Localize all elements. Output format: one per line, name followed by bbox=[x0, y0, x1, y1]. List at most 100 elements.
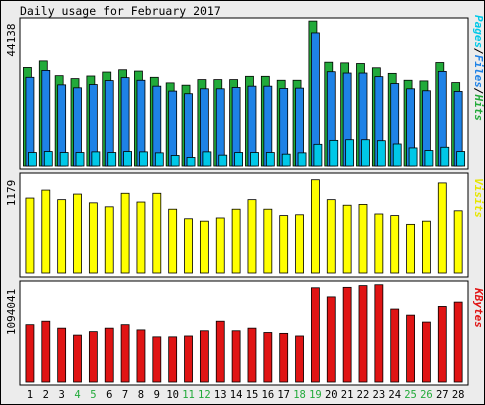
visits-panel-frame bbox=[19, 172, 469, 278]
pages-bar-day-22 bbox=[361, 139, 370, 167]
kbytes-bar-day-24 bbox=[390, 308, 400, 383]
day-label-13: 13 bbox=[214, 389, 227, 401]
kbytes-bar-day-15 bbox=[247, 327, 257, 383]
pages-bar-day-24 bbox=[392, 143, 402, 167]
visits-bar-day-15 bbox=[247, 199, 257, 274]
day-label-6: 6 bbox=[106, 389, 112, 401]
day-label-22: 22 bbox=[357, 389, 370, 401]
visits-bar-day-26 bbox=[422, 220, 431, 274]
kbytes-bar-day-21 bbox=[342, 286, 352, 383]
kbytes-axis-label: KBytes bbox=[472, 287, 485, 328]
visits-bar-day-13 bbox=[215, 217, 225, 274]
kbytes-bar-day-9 bbox=[152, 336, 162, 383]
visits-axis-label: Visits bbox=[472, 178, 485, 218]
kbytes-panel: 1094041 KBytes bbox=[5, 280, 485, 386]
usage-bars bbox=[23, 20, 466, 167]
day-label-21: 21 bbox=[341, 389, 354, 401]
visits-bar-day-4 bbox=[73, 193, 82, 274]
visits-bar-day-2 bbox=[41, 189, 51, 274]
visits-bars bbox=[25, 179, 463, 274]
usage-panel: 44138 Pages/Files/Hits bbox=[5, 15, 485, 170]
visits-bar-day-6 bbox=[104, 206, 114, 274]
day-label-11: 11 bbox=[182, 389, 195, 401]
usage-axis-label-part-4: Hits bbox=[472, 94, 485, 122]
pages-bar-day-10 bbox=[170, 155, 180, 167]
pages-bar-day-19 bbox=[313, 143, 323, 167]
pages-bar-day-3 bbox=[59, 152, 69, 167]
visits-bar-day-23 bbox=[374, 213, 384, 274]
usage-axis-label-part-0: Pages bbox=[472, 15, 485, 48]
usage-axis-label-part-1: / bbox=[472, 48, 485, 55]
kbytes-bar-day-16 bbox=[263, 332, 273, 383]
kbytes-bar-day-26 bbox=[422, 321, 431, 383]
kbytes-panel-frame bbox=[19, 280, 469, 386]
kbytes-bars bbox=[25, 284, 463, 383]
kbytes-bar-day-27 bbox=[437, 306, 447, 383]
kbytes-bar-day-4 bbox=[73, 334, 82, 383]
day-label-2: 2 bbox=[43, 389, 49, 401]
pages-bar-day-4 bbox=[75, 152, 85, 167]
kbytes-bar-day-2 bbox=[41, 320, 51, 383]
visits-bar-day-11 bbox=[184, 218, 193, 274]
chart-title: Daily usage for February 2017 bbox=[20, 4, 221, 18]
day-label-7: 7 bbox=[122, 389, 128, 401]
files-bar-day-13 bbox=[215, 88, 225, 167]
day-label-15: 15 bbox=[246, 389, 259, 401]
day-label-1: 1 bbox=[27, 389, 33, 401]
kbytes-bar-day-6 bbox=[104, 327, 114, 383]
pages-bar-day-17 bbox=[281, 153, 291, 167]
visits-bar-day-9 bbox=[152, 192, 162, 274]
visits-bar-day-20 bbox=[326, 199, 336, 274]
pages-bar-day-1 bbox=[28, 152, 37, 167]
pages-bar-day-16 bbox=[265, 152, 275, 167]
kbytes-bar-day-20 bbox=[326, 296, 336, 383]
day-label-16: 16 bbox=[262, 389, 275, 401]
day-label-23: 23 bbox=[373, 389, 386, 401]
pages-bar-day-23 bbox=[376, 140, 386, 167]
day-axis-labels: 1 2 3 4 5 6 7 8 9 10 11 12 13 14 15 16 17 18 19 20 21 22 23 24 2… bbox=[27, 389, 465, 401]
day-label-14: 14 bbox=[230, 389, 243, 401]
kbytes-bar-day-7 bbox=[120, 324, 130, 383]
day-label-4: 4 bbox=[74, 389, 80, 401]
kbytes-bar-day-13 bbox=[215, 320, 225, 383]
visits-bar-day-18 bbox=[295, 214, 304, 274]
kbytes-bar-day-19 bbox=[311, 287, 320, 383]
visits-bar-day-10 bbox=[168, 208, 178, 274]
pages-bar-day-28 bbox=[456, 151, 466, 167]
kbytes-bar-day-3 bbox=[57, 327, 67, 383]
pages-bar-day-13 bbox=[218, 154, 228, 167]
visits-bar-day-21 bbox=[342, 204, 352, 274]
day-label-9: 9 bbox=[154, 389, 160, 401]
kbytes-bar-day-23 bbox=[374, 284, 384, 383]
kbytes-bar-day-12 bbox=[199, 330, 209, 383]
day-label-27: 27 bbox=[436, 389, 449, 401]
visits-bar-day-7 bbox=[120, 192, 130, 274]
kbytes-bar-day-22 bbox=[358, 285, 368, 383]
kbytes-bar-day-25 bbox=[406, 314, 415, 383]
visits-max-label: 1179 bbox=[5, 180, 18, 207]
visits-bar-day-1 bbox=[25, 197, 35, 274]
kbytes-bar-day-28 bbox=[453, 301, 463, 383]
day-label-24: 24 bbox=[388, 389, 401, 401]
kbytes-bar-day-10 bbox=[168, 336, 178, 383]
visits-panel: 1179 Visits bbox=[5, 172, 485, 278]
kbytes-bar-day-1 bbox=[25, 324, 35, 383]
usage-axis-label-part-2: Files bbox=[472, 55, 485, 88]
pages-bar-day-7 bbox=[123, 151, 132, 167]
visits-bar-day-16 bbox=[263, 208, 273, 274]
day-label-28: 28 bbox=[452, 389, 465, 401]
day-label-5: 5 bbox=[90, 389, 96, 401]
pages-bar-day-15 bbox=[250, 152, 259, 167]
visits-bar-day-12 bbox=[199, 220, 209, 274]
pages-bar-day-6 bbox=[107, 152, 117, 167]
day-label-10: 10 bbox=[166, 389, 179, 401]
pages-bar-day-9 bbox=[154, 152, 164, 167]
visits-bar-day-17 bbox=[279, 215, 289, 274]
files-bar-day-10 bbox=[168, 90, 178, 167]
usage-axis-label: Pages/Files/Hits bbox=[472, 15, 485, 121]
kbytes-max-label: 1094041 bbox=[5, 289, 18, 335]
day-label-3: 3 bbox=[58, 389, 64, 401]
pages-bar-day-2 bbox=[43, 151, 53, 167]
pages-bar-day-11 bbox=[186, 157, 196, 167]
visits-bar-day-28 bbox=[453, 210, 463, 274]
